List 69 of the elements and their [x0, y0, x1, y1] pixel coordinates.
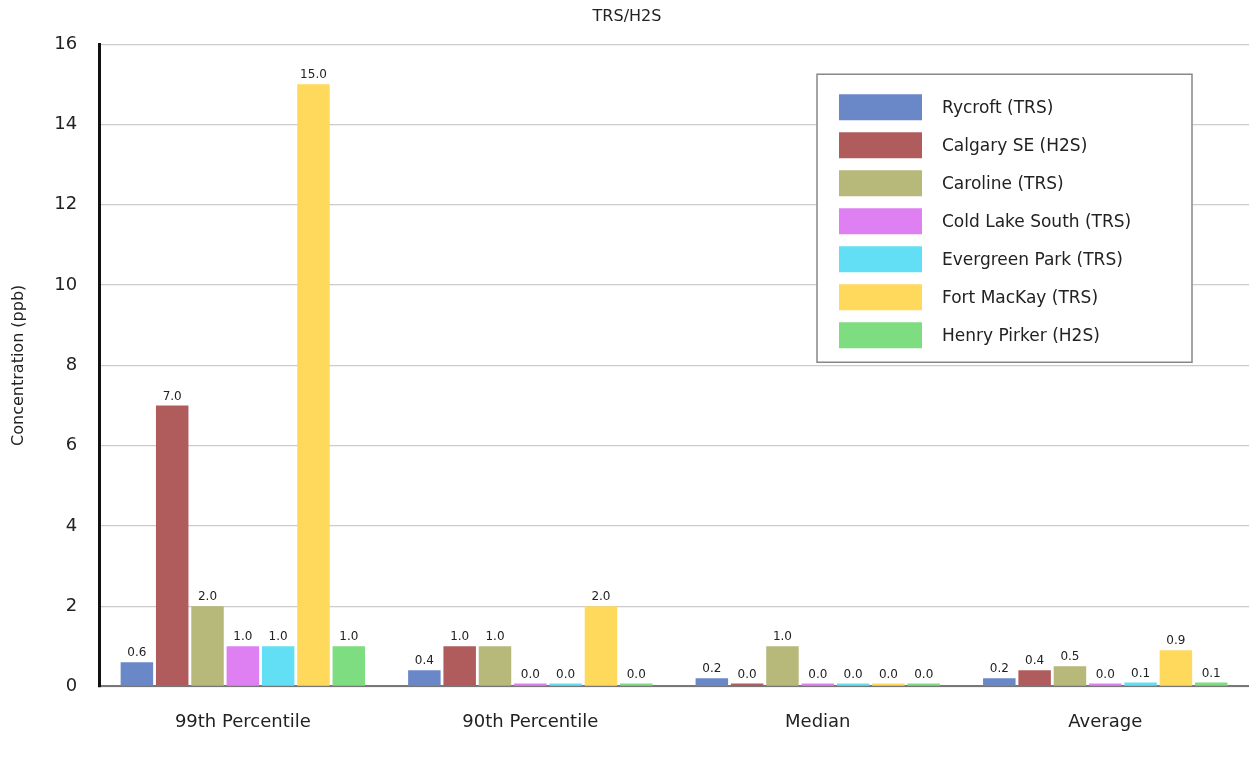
legend-label: Evergreen Park (TRS): [942, 248, 1123, 269]
bar: [332, 646, 366, 686]
y-tick-label: 10: [54, 272, 78, 294]
legend-label: Fort MacKay (TRS): [942, 286, 1099, 307]
y-tick-label: 14: [54, 112, 78, 134]
bar: [1124, 682, 1157, 686]
legend-label: Henry Pirker (H2S): [942, 324, 1100, 345]
bar: [120, 662, 154, 686]
legend-label: Calgary SE (H2S): [942, 134, 1088, 155]
data-label: 0.0: [626, 666, 646, 681]
bar: [1018, 670, 1051, 686]
y-tick-label: 8: [65, 352, 78, 374]
bar: [584, 606, 618, 686]
y-tick-label: 12: [54, 192, 78, 214]
y-tick-label: 4: [65, 513, 78, 535]
data-label: 0.9: [1166, 633, 1186, 648]
data-label: 1.0: [233, 629, 253, 644]
bar: [297, 84, 330, 686]
data-label: 0.0: [1095, 666, 1115, 681]
data-label: 2.0: [197, 589, 218, 604]
bar: [766, 646, 799, 686]
data-label: 1.0: [339, 629, 359, 644]
data-label: 1.0: [485, 629, 505, 644]
chart-title: TRS/H2S: [591, 5, 662, 25]
data-label: 1.0: [450, 629, 470, 644]
data-label: 0.5: [1060, 649, 1080, 664]
bar: [155, 405, 189, 686]
data-label: 0.0: [914, 666, 934, 681]
data-label: 0.2: [702, 661, 722, 676]
bar: [226, 646, 260, 686]
x-tick-label: Average: [1068, 709, 1143, 731]
data-label: 1.0: [268, 629, 288, 644]
legend-label: Caroline (TRS): [942, 172, 1064, 193]
data-label: 2.0: [591, 589, 611, 604]
data-label: 15.0: [300, 67, 327, 82]
data-label: 0.1: [1131, 665, 1151, 680]
bar: [261, 646, 295, 686]
bar: [695, 678, 729, 686]
bar: [443, 646, 476, 686]
y-tick-label: 6: [65, 433, 78, 455]
x-tick-label: 90th Percentile: [462, 709, 599, 731]
bar: [1194, 682, 1228, 686]
legend-label: Rycroft (TRS): [942, 96, 1054, 117]
bar: [478, 646, 512, 686]
y-axis-title: Concentration (ppb): [7, 284, 27, 446]
x-tick-label: Median: [785, 709, 851, 731]
data-label: 0.0: [808, 666, 828, 681]
data-label: 0.0: [737, 666, 757, 681]
bar: [191, 606, 224, 686]
data-label: 0.1: [1201, 665, 1221, 680]
bar: [408, 670, 441, 686]
bar: [1053, 666, 1087, 686]
data-label: 0.2: [989, 661, 1009, 676]
data-label: 0.6: [127, 645, 147, 660]
legend-label: Cold Lake South (TRS): [942, 210, 1132, 231]
data-label: 0.0: [556, 666, 576, 681]
data-label: 0.0: [878, 666, 898, 681]
x-tick-label: 99th Percentile: [174, 709, 311, 731]
y-tick-label: 2: [65, 593, 78, 615]
bar: [983, 678, 1016, 686]
data-label: 1.0: [772, 629, 793, 644]
data-label: 0.4: [1025, 653, 1045, 668]
data-label: 0.0: [843, 666, 863, 681]
data-label: 0.4: [414, 653, 434, 668]
data-label: 7.0: [162, 388, 182, 403]
data-label: 0.0: [520, 666, 540, 681]
y-tick-label: 16: [54, 31, 78, 53]
bar: [1159, 650, 1193, 686]
y-tick-label: 0: [65, 674, 78, 696]
